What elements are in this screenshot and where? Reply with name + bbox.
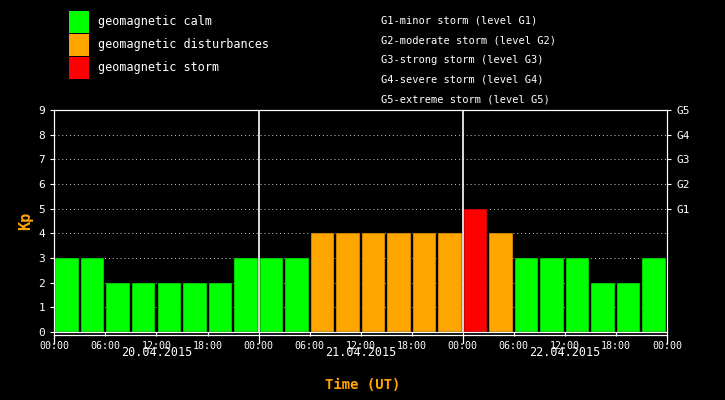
Text: geomagnetic disturbances: geomagnetic disturbances [98, 38, 269, 51]
Bar [592, 283, 615, 332]
Bar [515, 258, 539, 332]
Bar [617, 283, 640, 332]
Text: 21.04.2015: 21.04.2015 [325, 346, 397, 359]
Bar [336, 233, 360, 332]
Bar [234, 258, 257, 332]
Bar [540, 258, 564, 332]
Bar [387, 233, 411, 332]
Bar [413, 233, 436, 332]
Text: geomagnetic calm: geomagnetic calm [98, 16, 212, 28]
Text: G1-minor storm (level G1): G1-minor storm (level G1) [381, 16, 537, 26]
Text: G5-extreme storm (level G5): G5-extreme storm (level G5) [381, 94, 550, 104]
Text: G4-severe storm (level G4): G4-severe storm (level G4) [381, 74, 543, 84]
Bar [81, 258, 104, 332]
Bar [209, 283, 232, 332]
Bar [157, 283, 181, 332]
Bar [310, 233, 334, 332]
Bar [132, 283, 155, 332]
Text: 20.04.2015: 20.04.2015 [121, 346, 192, 359]
Bar [464, 209, 487, 332]
Bar [107, 283, 130, 332]
Bar [439, 233, 462, 332]
Text: Time (UT): Time (UT) [325, 378, 400, 392]
Text: 22.04.2015: 22.04.2015 [529, 346, 600, 359]
Text: geomagnetic storm: geomagnetic storm [98, 61, 219, 74]
Bar [55, 258, 79, 332]
Bar [642, 258, 666, 332]
Y-axis label: Kp: Kp [18, 212, 33, 230]
Bar [566, 258, 589, 332]
Bar [489, 233, 513, 332]
Text: G3-strong storm (level G3): G3-strong storm (level G3) [381, 55, 543, 65]
Bar [362, 233, 385, 332]
Bar [285, 258, 309, 332]
Bar [260, 258, 283, 332]
Bar [183, 283, 207, 332]
Text: G2-moderate storm (level G2): G2-moderate storm (level G2) [381, 35, 555, 45]
